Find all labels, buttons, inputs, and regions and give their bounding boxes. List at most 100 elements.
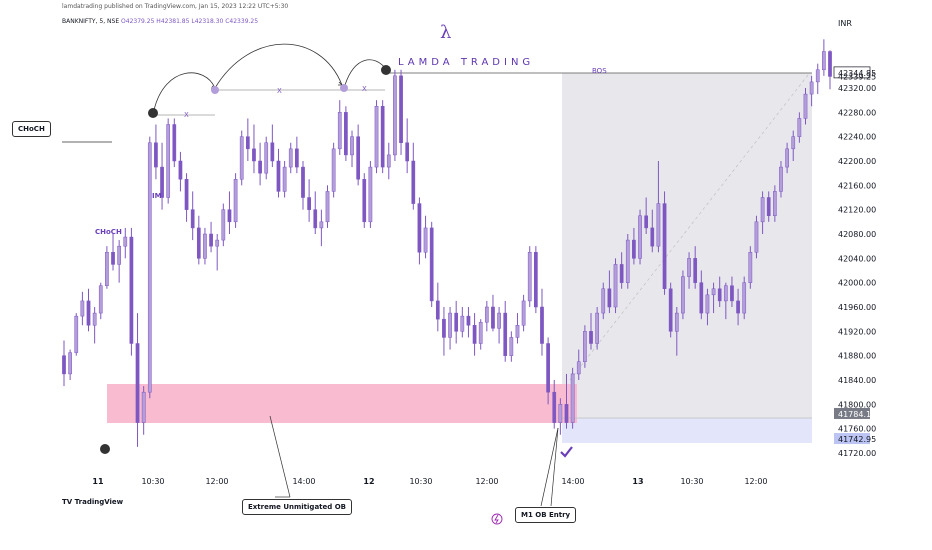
ob-zone	[107, 384, 577, 423]
candle-body	[350, 136, 354, 156]
y-tick-label: 41840.00	[838, 376, 876, 385]
candle-body	[295, 148, 299, 168]
bos-label: BOS	[592, 67, 607, 75]
candle-body	[466, 315, 471, 326]
candle-body	[98, 285, 103, 314]
candle-body	[552, 391, 557, 423]
y-tick-label: 42280.00	[838, 108, 876, 117]
publish-info: lamdatrading published on TradingView.co…	[62, 3, 289, 10]
candle-body	[650, 227, 655, 247]
candle-body	[203, 233, 207, 259]
price-tag: 41742.95	[838, 435, 876, 444]
candle-body	[356, 136, 360, 180]
candle-body	[276, 160, 281, 192]
candle-body	[766, 197, 771, 216]
candle-body	[172, 124, 177, 162]
candle-body	[411, 160, 416, 204]
swing-marker-4	[381, 65, 391, 75]
projection-line	[569, 74, 809, 381]
candle-body	[546, 343, 550, 393]
candle-body	[742, 282, 747, 314]
candle-body	[791, 136, 796, 150]
y-tick-label: 42240.00	[838, 133, 876, 142]
candle-body	[484, 306, 489, 323]
x-label-2: X	[277, 87, 282, 95]
candle-body	[325, 191, 330, 223]
candle-body	[196, 227, 201, 259]
candle-body	[209, 233, 213, 247]
y-axis[interactable]: 41720.00 41760.00 41800.00 41840.00 41880.00…	[838, 84, 876, 458]
ohlc-values: O42379.25 H42381.85 L42318.30 C42339.25	[121, 18, 259, 25]
x-tick-label: 10:30	[680, 477, 703, 486]
candle-body	[227, 209, 232, 223]
candle-body	[190, 209, 195, 229]
lightning-icon[interactable]	[491, 513, 503, 525]
candle-body	[319, 221, 324, 229]
candle-body	[828, 51, 832, 77]
x-tick-label: 14:00	[292, 477, 315, 486]
candle-body	[638, 215, 642, 259]
candle-body	[393, 75, 397, 156]
symbol-name: BANKNIFTY, 5, NSE	[62, 18, 120, 25]
tradingview-logo[interactable]: TV TradingView	[62, 498, 124, 506]
candle-body	[129, 236, 134, 344]
im-label: IM	[152, 192, 162, 200]
candle-body	[117, 245, 122, 265]
candle-body	[74, 315, 79, 353]
candle-body	[497, 312, 501, 329]
y-tick-label: 41960.00	[838, 303, 876, 312]
candle-body	[123, 236, 128, 247]
entry-leader-1	[540, 427, 559, 507]
x-axis[interactable]: 11 10:30 12:00 14:00 12 10:30 12:00 14:00 13 10:3…	[92, 477, 767, 486]
candle-body	[674, 312, 679, 332]
swing-marker-2	[211, 86, 219, 94]
candle-body	[337, 112, 342, 150]
candle-body	[264, 142, 269, 174]
swing-arc-2	[214, 43, 343, 89]
candle-body	[442, 318, 446, 338]
ob-leader-1	[269, 415, 291, 498]
candle-body	[723, 285, 728, 302]
candle-body	[221, 209, 226, 241]
bos-range-box	[562, 73, 812, 418]
candle-body	[374, 106, 379, 168]
x-label-1: X	[184, 111, 189, 119]
y-tick-label: 41720.00	[838, 449, 876, 458]
candle-body	[313, 209, 318, 229]
candle-body	[166, 124, 171, 198]
candle-body	[699, 282, 704, 314]
price-tag-bg	[834, 433, 870, 445]
candle-body	[80, 300, 85, 317]
candle-body	[625, 239, 630, 283]
x-tick-label: 11	[92, 477, 104, 486]
candle-body	[540, 306, 544, 344]
brand-name: LAMDA TRADING	[398, 57, 535, 68]
candle-body	[86, 300, 91, 326]
candle-body	[429, 227, 434, 302]
candle-body	[705, 294, 710, 314]
price-tag-bg	[833, 66, 871, 79]
candle-body	[460, 315, 465, 332]
candle-body	[668, 288, 673, 332]
entry-leader-2	[550, 427, 559, 507]
candle-body	[803, 93, 808, 119]
candle-body	[656, 203, 661, 247]
y-tick-label: 42000.00	[838, 279, 876, 288]
candle-body	[380, 106, 385, 168]
x-tick-label: 10:30	[141, 477, 164, 486]
candle-body	[748, 252, 753, 283]
swing-arc-1	[153, 72, 216, 111]
candle-body	[681, 276, 685, 314]
candle-body	[141, 391, 146, 423]
y-tick-label: 41880.00	[838, 352, 876, 361]
candle-body	[662, 203, 667, 289]
candle-body	[558, 404, 563, 423]
candle-body	[509, 337, 514, 356]
y-tick-label: 41800.00	[838, 400, 876, 409]
candle-body	[491, 306, 495, 329]
entry-callout: M1 OB Entry	[515, 507, 577, 523]
y-tick-label: 42200.00	[838, 157, 876, 166]
candle-body	[423, 227, 428, 253]
